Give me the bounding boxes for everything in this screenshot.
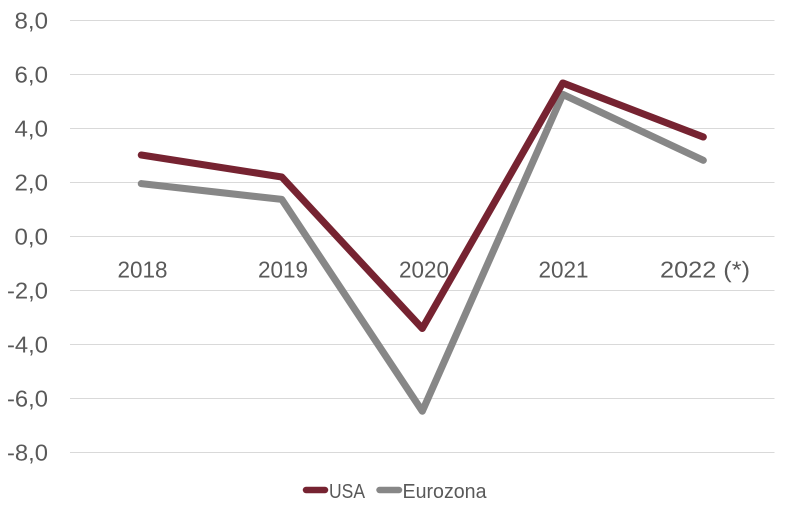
- svg-text:-8,0: -8,0: [7, 440, 48, 466]
- svg-text:2018: 2018: [118, 257, 168, 283]
- svg-text:2019: 2019: [258, 257, 308, 283]
- svg-text:6,0: 6,0: [15, 62, 49, 88]
- svg-text:0,0: 0,0: [15, 224, 49, 250]
- svg-text:2021: 2021: [539, 257, 589, 283]
- svg-text:2022 (*): 2022 (*): [660, 257, 750, 283]
- svg-text:8,0: 8,0: [15, 8, 49, 34]
- svg-text:-2,0: -2,0: [7, 278, 48, 304]
- svg-text:4,0: 4,0: [15, 116, 49, 142]
- svg-text:USA: USA: [329, 481, 366, 503]
- svg-text:Eurozona: Eurozona: [403, 481, 488, 503]
- svg-text:2020: 2020: [399, 257, 449, 283]
- svg-text:2,0: 2,0: [15, 170, 49, 196]
- svg-text:-6,0: -6,0: [7, 386, 48, 412]
- svg-text:-4,0: -4,0: [7, 332, 48, 358]
